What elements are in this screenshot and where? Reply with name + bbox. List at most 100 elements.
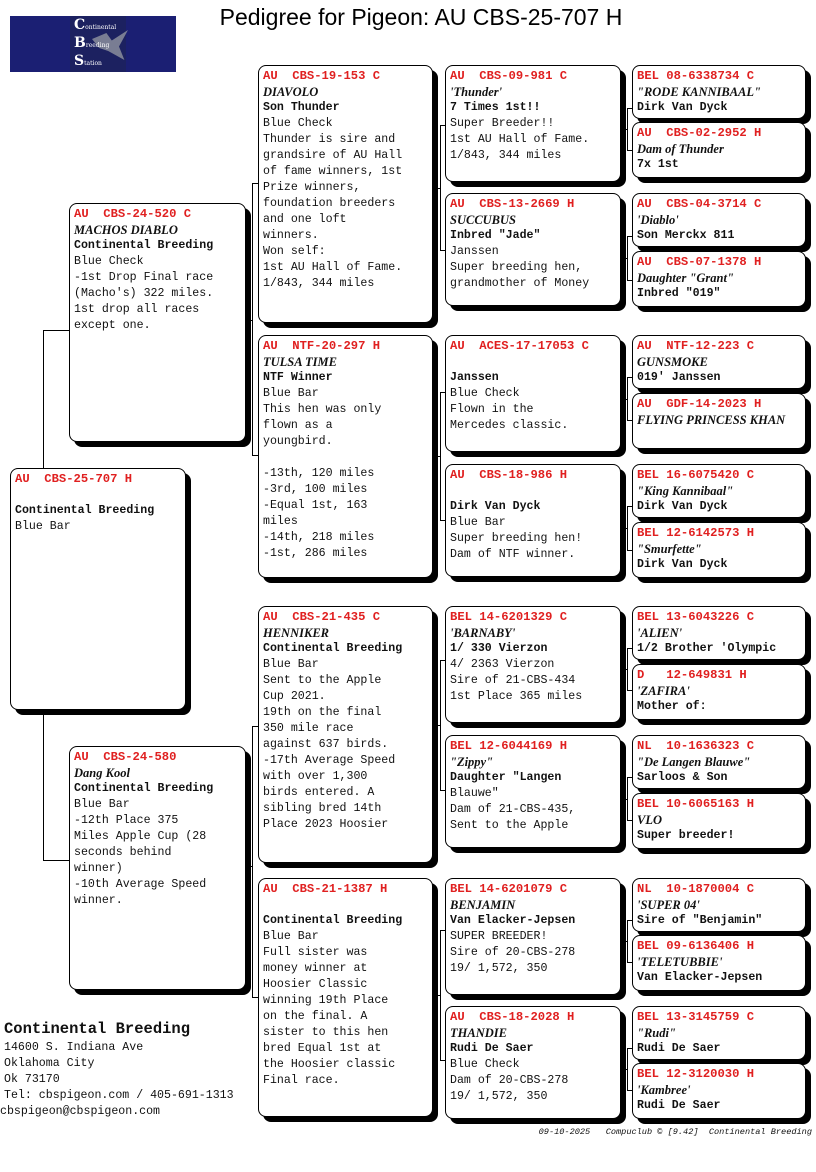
note-line: Prize winners, xyxy=(263,181,361,194)
note-line: winning 19th Place xyxy=(263,994,389,1007)
ring-number: AU CBS-13-2669 H xyxy=(450,197,575,211)
ring-number: AU CBS-19-153 C xyxy=(263,69,381,83)
great-grandparent-card: AU CBS-09-981 C 'Thunder' 7 Times 1st!! Sup… xyxy=(445,65,621,182)
connector-line xyxy=(627,648,632,649)
great-grandparent-card: AU CBS-18-986 H Dirk Van Dyck Blue Bar Supe… xyxy=(445,464,621,577)
connector-line xyxy=(627,150,632,151)
connector-line xyxy=(440,250,446,251)
breeder-line: Dirk Van Dyck xyxy=(637,558,728,571)
pigeon-name: 'ALIEN' xyxy=(637,626,683,640)
note-line: Won self: xyxy=(263,245,326,258)
note-line: Dam of 20-CBS-278 xyxy=(450,1074,569,1087)
pigeon-name: Daughter "Grant" xyxy=(637,271,734,285)
connector-line xyxy=(621,528,627,529)
note-line: on the final. A xyxy=(263,1010,368,1023)
breeder-line: 7 Times 1st!! xyxy=(450,101,541,114)
connector-line xyxy=(627,820,632,821)
connector-line xyxy=(627,377,628,420)
note-line: -Equal 1st, 163 xyxy=(263,499,368,512)
connector-line xyxy=(627,1090,632,1091)
ring-number: BEL 12-6142573 H xyxy=(637,526,755,540)
connector-line xyxy=(252,183,259,184)
ring-number: AU CBS-24-580 xyxy=(74,750,177,764)
breeder-line: Inbred "019" xyxy=(637,287,721,300)
connector-line xyxy=(43,330,44,468)
ring-number: AU CBS-18-986 H xyxy=(450,468,568,482)
pigeon-name: TULSA TIME xyxy=(263,355,337,369)
grandparent-card: AU CBS-21-1387 H Continental Breeding Blue… xyxy=(258,878,433,1117)
pigeon-name: "RODE KANNIBAAL" xyxy=(637,85,761,99)
connector-line xyxy=(246,866,253,867)
note-line xyxy=(263,450,428,466)
note-line: Sent to the Apple xyxy=(450,819,569,832)
great-great-grandparent-card: AU NTF-12-223 C GUNSMOKE 019' Janssen xyxy=(632,335,806,389)
note-line: Blue Check xyxy=(263,117,333,130)
grandparent-card: AU CBS-21-435 C HENNIKER Continental Breed… xyxy=(258,606,433,863)
connector-line xyxy=(43,860,70,861)
note-line: Miles Apple Cup (28 xyxy=(74,830,207,843)
pigeon-name: "De Langen Blauwe" xyxy=(637,755,751,769)
note-line: sister to this hen xyxy=(263,1026,389,1039)
breeder-line: Continental Breeding xyxy=(74,239,214,252)
ring-number: AU CBS-21-1387 H xyxy=(263,882,388,896)
note-line: Place 2023 Hoosier xyxy=(263,818,389,831)
breeder-line: Inbred "Jade" xyxy=(450,229,541,242)
note-line: -14th, 218 miles xyxy=(263,531,375,544)
grandparent-card: AU NTF-20-297 H TULSA TIME NTF Winner Blue … xyxy=(258,335,433,578)
pigeon-name: 'BARNABY' xyxy=(450,626,516,640)
ring-number: BEL 14-6201079 C xyxy=(450,882,568,896)
ring-number: BEL 13-6043226 C xyxy=(637,610,755,624)
note-line: Blue Bar xyxy=(15,520,71,533)
note-line: -10th Average Speed xyxy=(74,878,207,891)
breeder-line: Van Elacker-Jepsen xyxy=(450,914,576,927)
ring-number: AU CBS-21-435 C xyxy=(263,610,381,624)
great-great-grandparent-card: NL 10-1636323 C "De Langen Blauwe" Sarloos… xyxy=(632,735,806,789)
connector-line xyxy=(440,930,441,1060)
pigeon-name: BENJAMIN xyxy=(450,898,516,912)
dam-card: AU CBS-24-580 Dang Kool Continental Breedi… xyxy=(69,746,246,990)
note-line: sibling bred 14th xyxy=(263,802,382,815)
note-line: Full sister was xyxy=(263,946,368,959)
note-line: grandmother of Money xyxy=(450,277,590,290)
note-line: Janssen xyxy=(450,245,499,258)
ring-number: AU CBS-18-2028 H xyxy=(450,1010,575,1024)
connector-line xyxy=(627,962,632,963)
connector-line xyxy=(621,669,627,670)
note-line: Sent to the Apple xyxy=(263,674,382,687)
note-line: bred Equal 1st at xyxy=(263,1042,382,1055)
breeder-line: Continental Breeding xyxy=(263,642,403,655)
connector-line xyxy=(621,941,627,942)
pigeon-name: 'TELETUBBIE' xyxy=(637,955,723,969)
ring-number: AU CBS-07-1378 H xyxy=(637,255,762,269)
great-great-grandparent-card: BEL 10-6065163 H VLO Super breeder! xyxy=(632,793,806,849)
note-line: -3rd, 100 miles xyxy=(263,483,368,496)
connector-line xyxy=(627,648,628,690)
pigeon-name xyxy=(450,354,616,370)
breeder-line: Son Thunder xyxy=(263,101,340,114)
note-line: -12th Place 375 xyxy=(74,814,179,827)
note-line: with over 1,300 xyxy=(263,770,368,783)
note-line: SUPER BREEDER! xyxy=(450,930,548,943)
ring-number: AU NTF-12-223 C xyxy=(637,339,755,353)
note-line: Blue Bar xyxy=(263,930,319,943)
pigeon-name xyxy=(15,487,181,503)
company-name: Continental Breeding xyxy=(4,1020,191,1038)
great-great-grandparent-card: BEL 12-3120030 H 'Kambree' Rudi De Saer xyxy=(632,1063,806,1119)
breeder-line: 7x 1st xyxy=(637,158,679,171)
ring-number: AU CBS-25-707 H xyxy=(15,472,133,486)
connector-line xyxy=(627,1048,628,1090)
note-line: 19th on the final xyxy=(263,706,382,719)
connector-line xyxy=(43,710,44,860)
pigeon-name: 'SUPER 04' xyxy=(637,898,700,912)
connector-line xyxy=(627,506,628,550)
pigeon-name: "Zippy" xyxy=(450,755,494,769)
note-line: Super breeding hen! xyxy=(450,532,583,545)
connector-line xyxy=(621,1069,627,1070)
footer: 09-10-2025 Compuclub © [9.42] Continenta… xyxy=(539,1127,812,1137)
breeder-address: Continental Breeding 14600 S. Indiana Av… xyxy=(0,1018,234,1120)
note-line: winner) xyxy=(74,862,123,875)
ring-number: BEL 12-3120030 H xyxy=(637,1067,755,1081)
note-line: Dam of 21-CBS-435, xyxy=(450,803,576,816)
ring-number: BEL 12-6044169 H xyxy=(450,739,568,753)
breeder-line: Dirk Van Dyck xyxy=(450,500,541,513)
